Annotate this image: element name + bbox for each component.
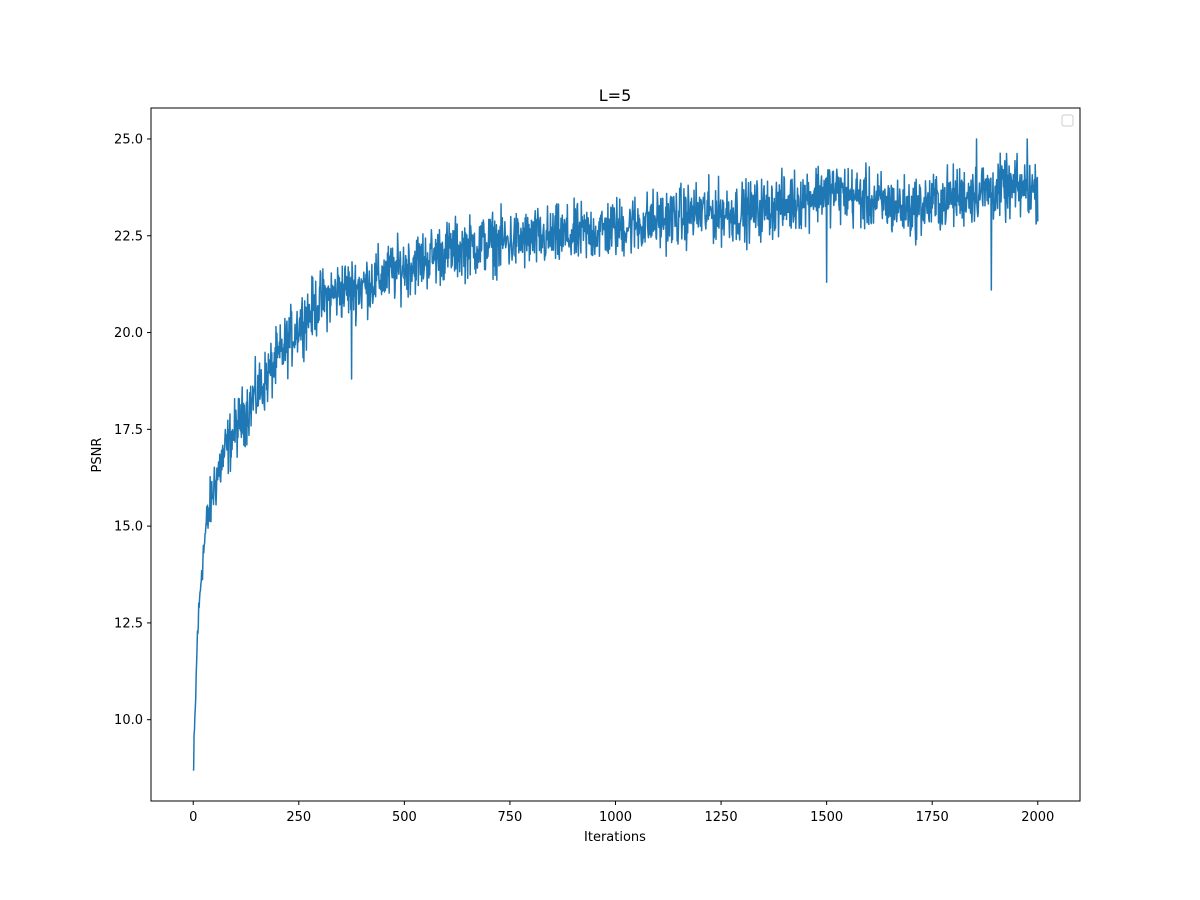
chart-title: L=5 [599,86,632,105]
y-axis: 10.0 12.5 15.0 17.5 20.0 22.5 25.0 [114,132,151,728]
y-tick-label: 10.0 [114,713,143,728]
x-tick-label: 2000 [1021,810,1054,825]
y-tick-label: 22.5 [114,229,143,244]
x-tick-label: 250 [286,810,311,825]
x-axis: 0 250 500 750 1000 1250 1500 1750 2000 [189,801,1054,825]
y-tick-label: 15.0 [114,520,143,535]
psnr-series-line [192,138,1039,771]
x-tick-label: 0 [189,810,197,825]
x-tick-label: 1250 [705,810,738,825]
x-tick-label: 750 [498,810,523,825]
x-tick-label: 1000 [599,810,632,825]
x-tick-label: 500 [392,810,417,825]
y-tick-label: 20.0 [114,326,143,341]
x-tick-label: 1750 [916,810,949,825]
y-axis-label: PSNR [90,438,105,473]
y-tick-label: 17.5 [114,423,143,438]
legend-box [1061,114,1074,127]
x-axis-label: Iterations [584,830,646,845]
y-tick-label: 12.5 [114,616,143,631]
x-tick-label: 1500 [810,810,843,825]
y-tick-label: 25.0 [114,132,143,147]
